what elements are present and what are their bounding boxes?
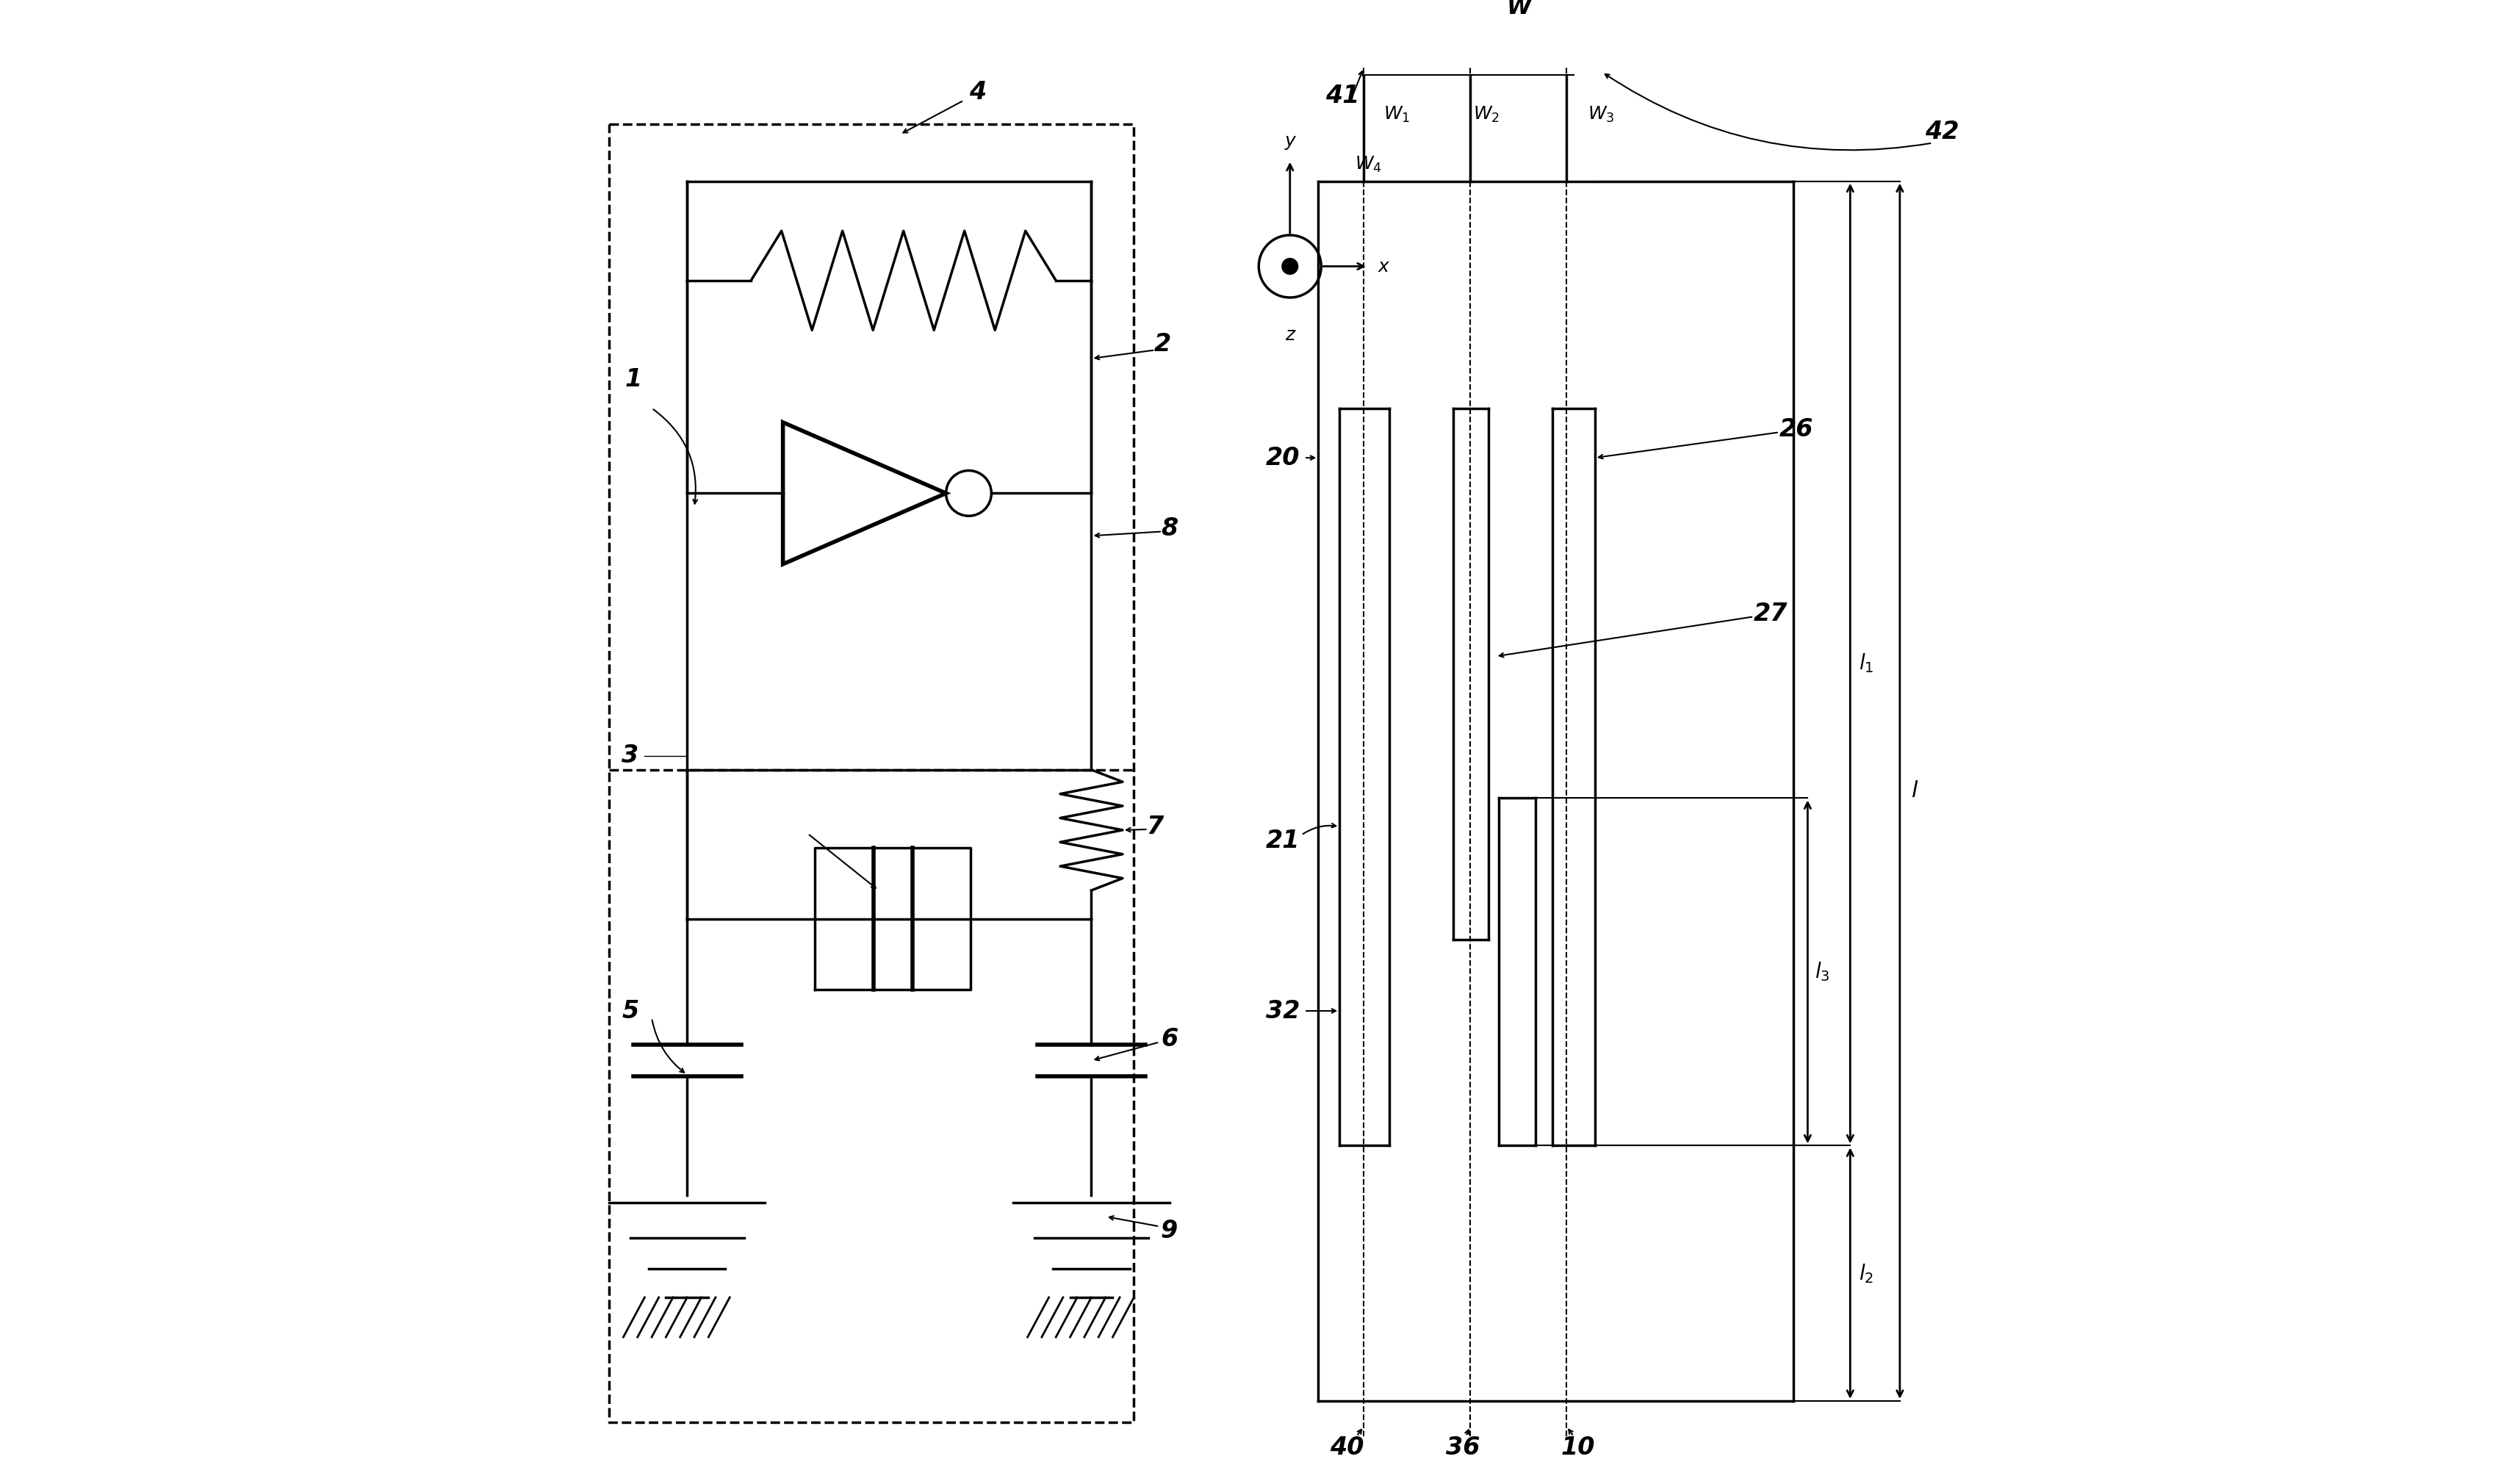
Circle shape bbox=[1282, 258, 1300, 275]
Text: y: y bbox=[1285, 132, 1295, 150]
Text: 42: 42 bbox=[1924, 120, 1960, 144]
Text: W: W bbox=[1508, 0, 1530, 18]
Text: 4: 4 bbox=[968, 80, 986, 104]
Text: 3: 3 bbox=[622, 743, 640, 767]
Text: 40: 40 bbox=[1330, 1435, 1365, 1460]
Text: $W_3$: $W_3$ bbox=[1588, 105, 1616, 125]
Text: 26: 26 bbox=[1779, 417, 1814, 442]
Text: 27: 27 bbox=[1754, 601, 1789, 626]
Text: 41: 41 bbox=[1325, 85, 1360, 108]
Text: $l_2$: $l_2$ bbox=[1859, 1261, 1874, 1285]
Text: $W_2$: $W_2$ bbox=[1473, 105, 1500, 125]
Text: 20: 20 bbox=[1265, 445, 1300, 470]
Text: 36: 36 bbox=[1445, 1435, 1480, 1460]
Text: 7: 7 bbox=[1147, 815, 1164, 838]
Text: $l_1$: $l_1$ bbox=[1859, 651, 1874, 675]
Text: 5: 5 bbox=[622, 999, 640, 1022]
Text: 21: 21 bbox=[1265, 828, 1300, 853]
Text: $W_1$: $W_1$ bbox=[1382, 105, 1410, 125]
Text: $W_4$: $W_4$ bbox=[1355, 154, 1382, 174]
Text: $l$: $l$ bbox=[1912, 781, 1919, 801]
Text: 32: 32 bbox=[1265, 999, 1300, 1022]
Text: $l_3$: $l_3$ bbox=[1814, 960, 1829, 984]
Text: 6: 6 bbox=[1162, 1027, 1177, 1051]
Text: 10: 10 bbox=[1561, 1435, 1596, 1460]
Text: 8: 8 bbox=[1162, 516, 1177, 540]
Text: x: x bbox=[1377, 258, 1387, 275]
Text: 1: 1 bbox=[625, 368, 642, 392]
Text: 9: 9 bbox=[1162, 1218, 1177, 1242]
Text: z: z bbox=[1285, 326, 1295, 343]
Text: 2: 2 bbox=[1154, 332, 1172, 356]
